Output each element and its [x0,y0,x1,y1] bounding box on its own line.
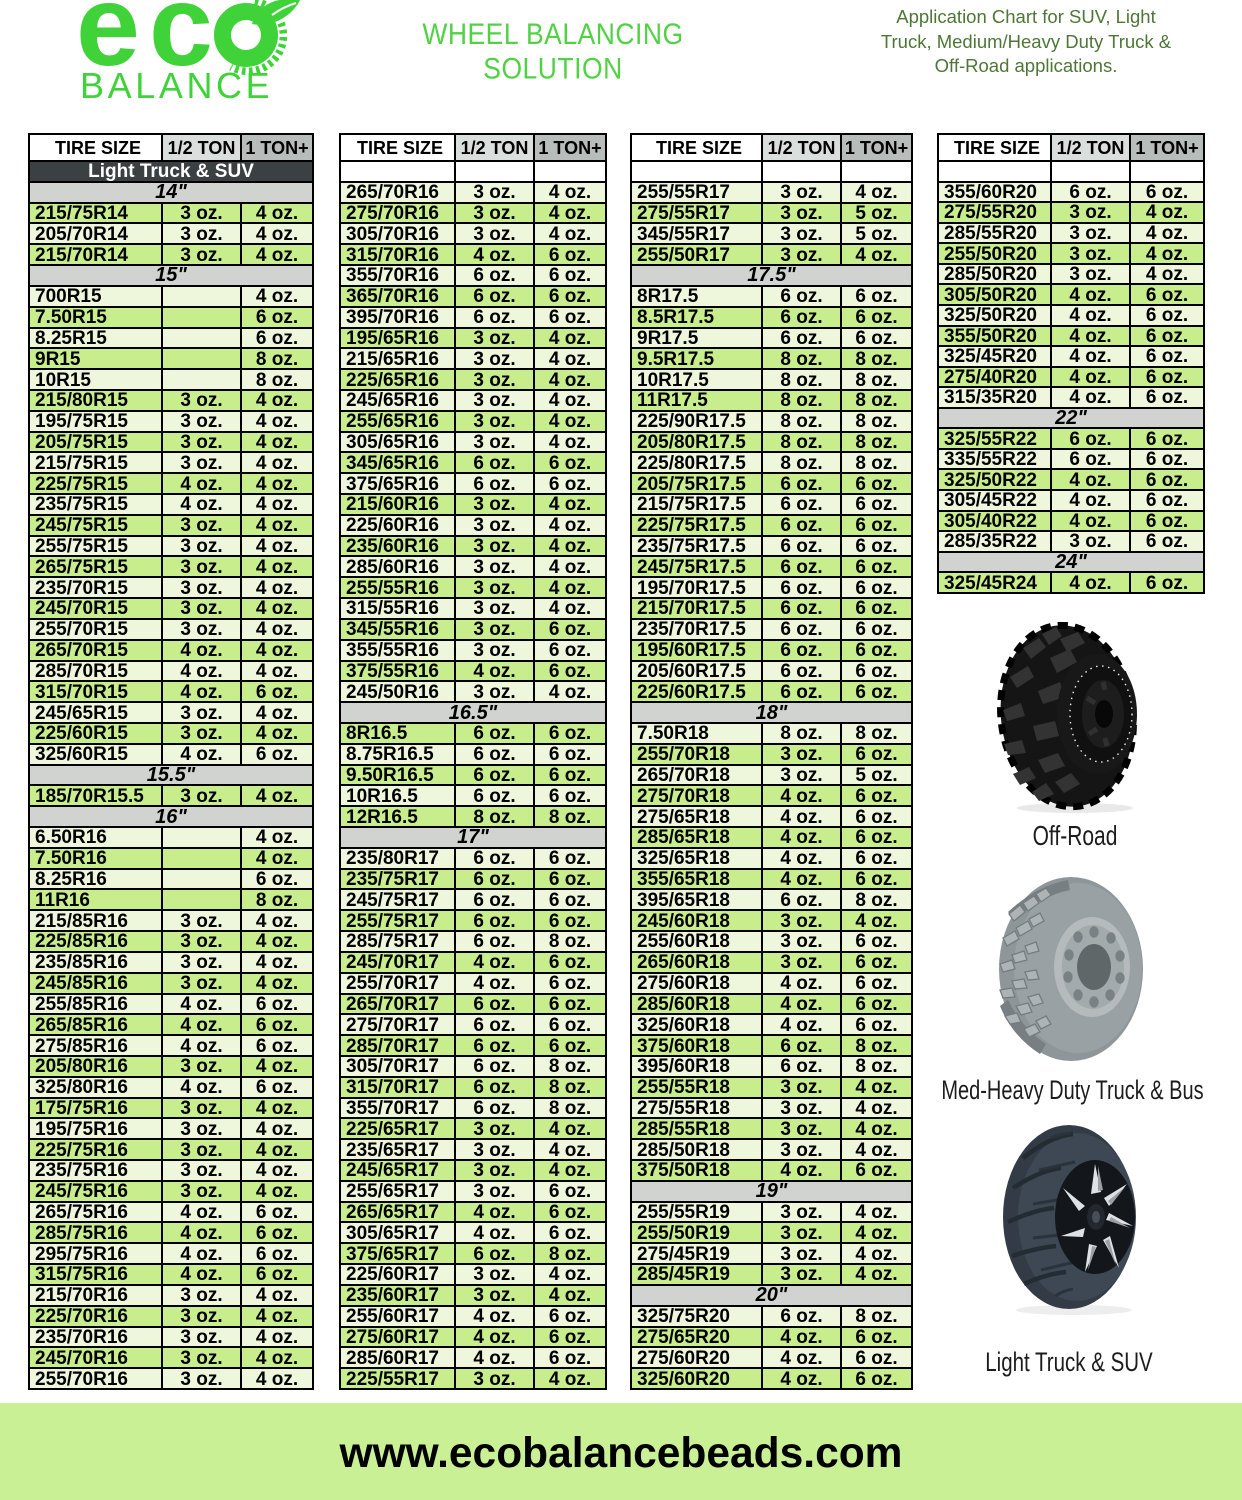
svg-text:BALANCE: BALANCE [80,65,273,106]
svg-text:ec: ec [76,0,222,90]
